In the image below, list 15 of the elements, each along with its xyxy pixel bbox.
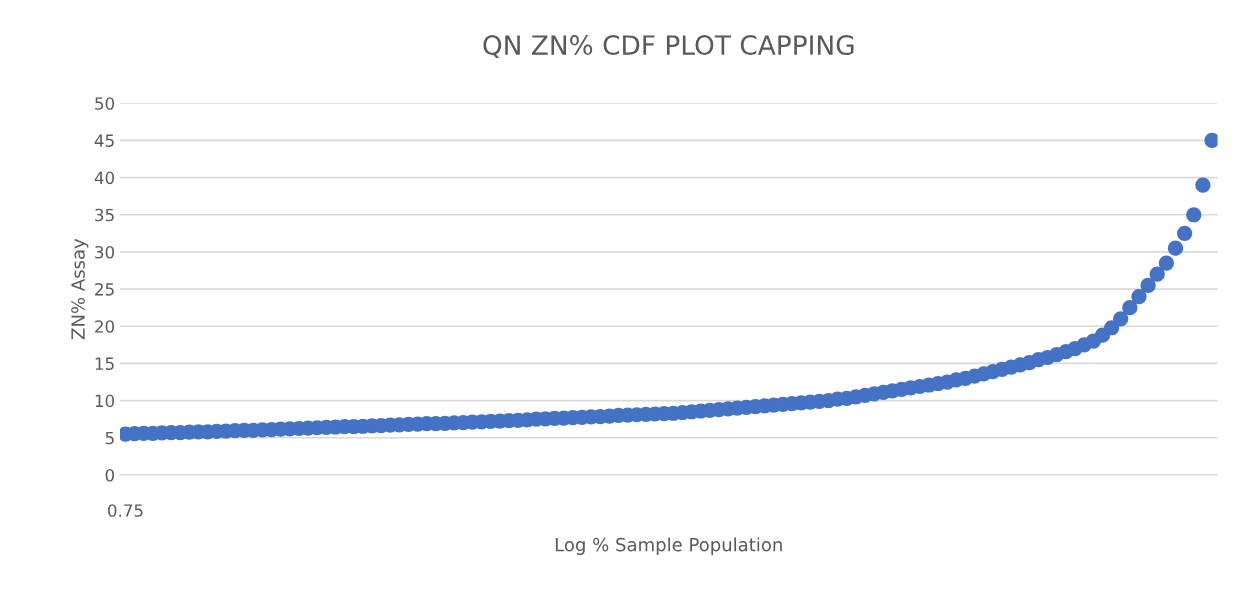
y-tick-label: 30 bbox=[95, 245, 115, 259]
x-axis-title: Log % Sample Population bbox=[555, 537, 782, 555]
y-tick-label: 25 bbox=[95, 283, 114, 296]
y-tick-label: 35 bbox=[95, 208, 114, 222]
y-tick-label: 20 bbox=[95, 320, 115, 333]
y-tick-label: 15 bbox=[95, 357, 114, 371]
y-tick-label: 0 bbox=[105, 468, 115, 482]
chart-title: QN ZN% CDF PLOT CAPPING bbox=[483, 35, 854, 59]
text: 0.75 bbox=[108, 504, 143, 517]
y-tick-label: 5 bbox=[105, 431, 114, 445]
y-tick-label: 45 bbox=[94, 134, 114, 147]
y-tick-label: 10 bbox=[95, 394, 115, 408]
y-axis-title: ZN% Assay bbox=[71, 238, 89, 340]
y-tick-label: 40 bbox=[94, 171, 115, 185]
y-tick-label: 50 bbox=[95, 97, 115, 110]
